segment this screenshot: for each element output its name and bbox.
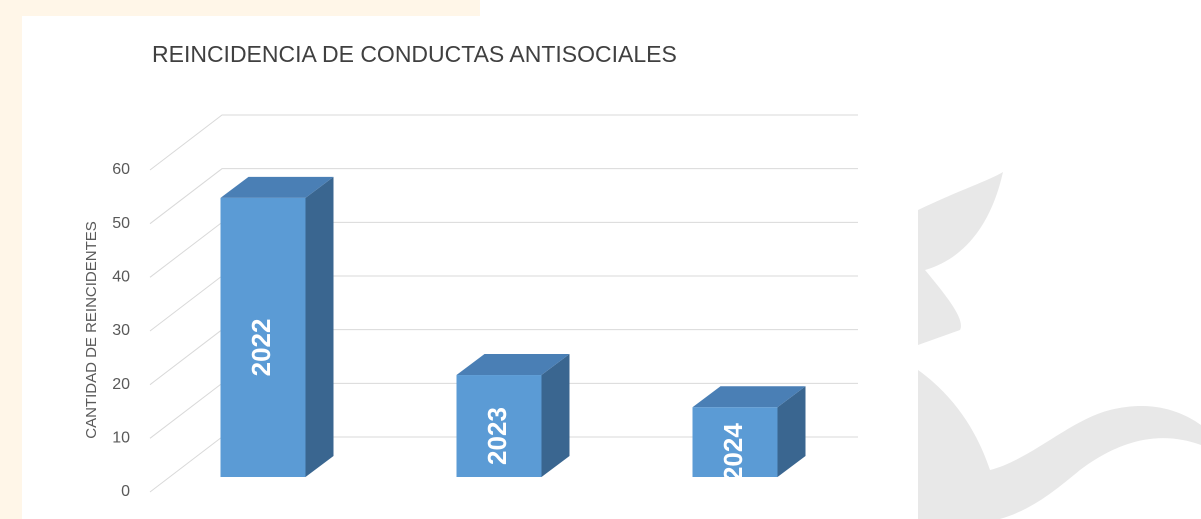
chart-title: REINCIDENCIA DE CONDUCTAS ANTISOCIALES — [152, 41, 677, 67]
bar-category-label: 2023 — [482, 407, 512, 465]
y-tick-label: 20 — [112, 376, 130, 393]
plot: 0 10 20 30 40 50 60 2022 2023 2024 — [112, 115, 858, 500]
bar-category-label: 2022 — [246, 319, 276, 377]
grid-line — [150, 115, 858, 170]
bar-side — [306, 177, 334, 477]
y-tick-label: 0 — [121, 483, 130, 500]
y-tick-label: 10 — [112, 430, 130, 447]
y-axis-label: CANTIDAD DE REINCIDENTES — [83, 221, 100, 439]
side-strip — [0, 0, 22, 519]
bar-side — [542, 354, 570, 477]
y-tick-label: 30 — [112, 322, 130, 339]
y-tick-label: 40 — [112, 269, 130, 286]
bar-category-label: 2024 — [718, 423, 748, 481]
chart: REINCIDENCIA DE CONDUCTAS ANTISOCIALES C… — [0, 0, 1201, 519]
decor-shape — [918, 370, 1201, 519]
decor-shape — [918, 172, 1003, 345]
y-tick-label: 60 — [112, 161, 130, 178]
y-tick-label: 50 — [112, 215, 130, 232]
banner-strip — [0, 0, 480, 16]
